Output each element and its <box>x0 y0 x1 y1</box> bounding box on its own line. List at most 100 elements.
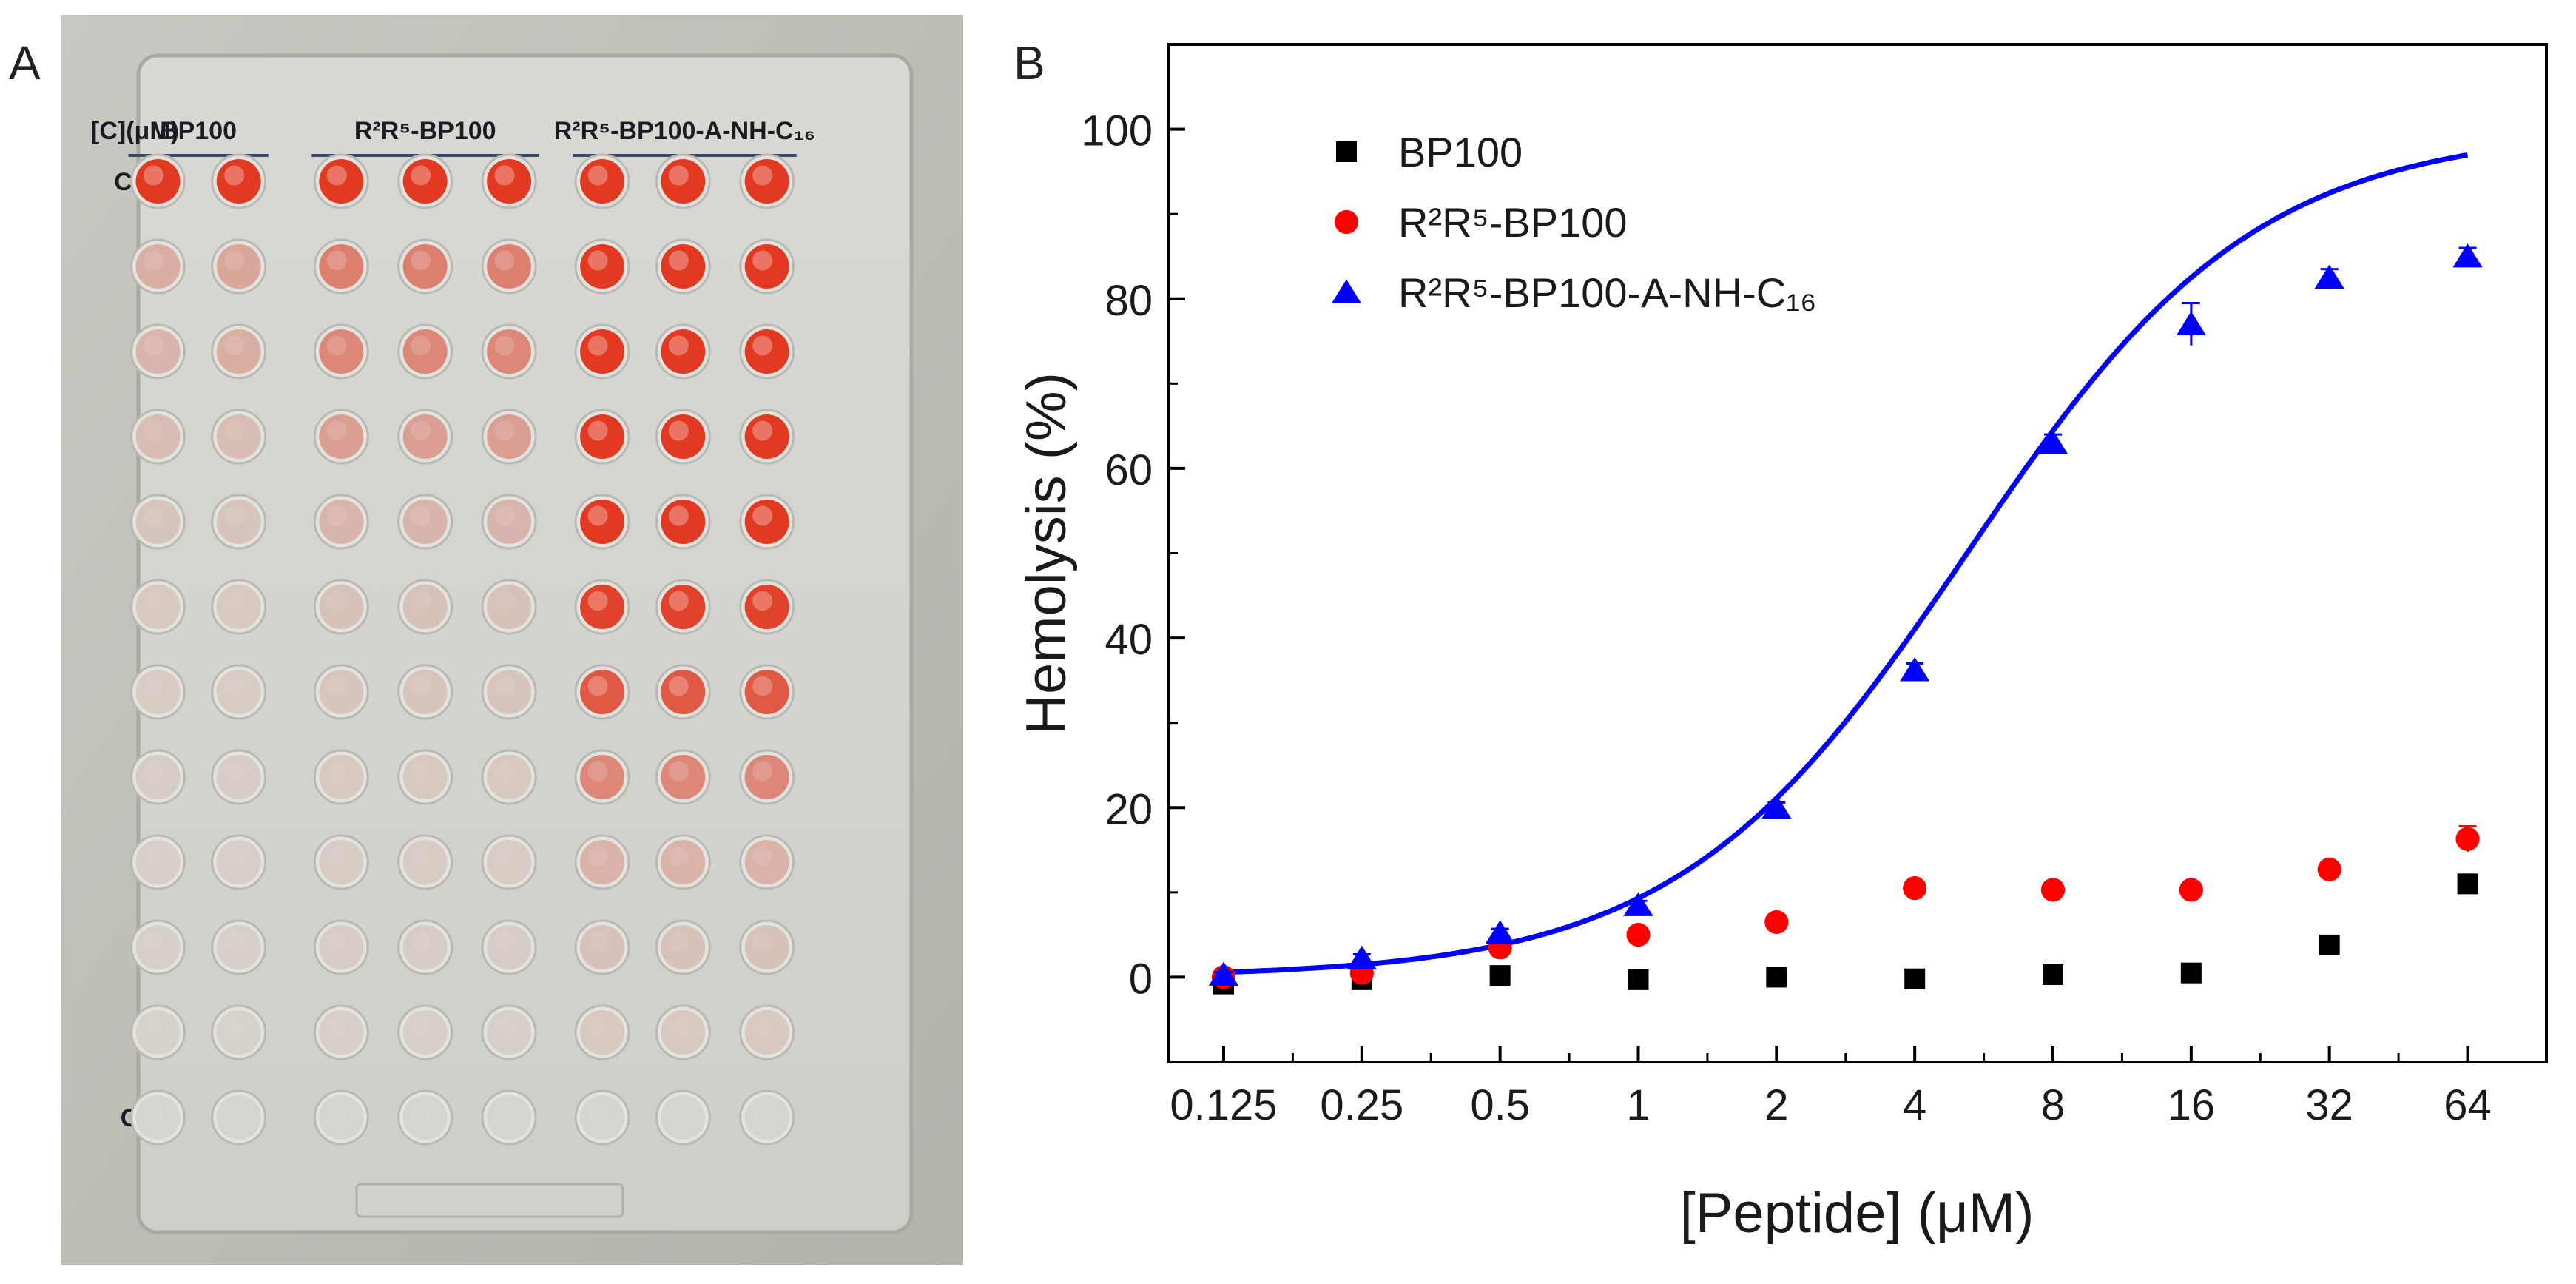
well-highlight <box>411 846 431 867</box>
well-highlight <box>411 165 431 186</box>
well <box>319 244 364 289</box>
well-highlight <box>494 1016 515 1037</box>
well <box>135 159 181 204</box>
well-highlight <box>494 846 515 867</box>
well-highlight <box>668 1101 689 1122</box>
well <box>661 329 706 374</box>
well-highlight <box>326 761 347 782</box>
well-highlight <box>144 931 163 952</box>
hemolysis-chart: 0 20 40 60 80 100 0.125 0.25 0.5 1 2 4 8 16 32 64 Hemo… <box>1015 43 2548 1245</box>
well-highlight <box>144 1101 163 1122</box>
well <box>319 585 364 629</box>
well-highlight <box>411 676 431 696</box>
panel-b-label: B <box>1014 36 1045 90</box>
well-highlight <box>224 931 245 952</box>
well-highlight <box>752 761 773 782</box>
well <box>487 670 532 714</box>
x-tick-label: 2 <box>1764 1081 1788 1129</box>
well-highlight <box>326 676 347 696</box>
well-highlight <box>144 505 163 526</box>
well <box>744 840 789 884</box>
x-tick-label: 1 <box>1626 1081 1650 1129</box>
well-highlight <box>752 335 773 356</box>
well <box>580 244 625 289</box>
well-highlight <box>668 591 689 611</box>
well <box>487 1095 532 1140</box>
well <box>580 755 625 799</box>
well <box>661 500 706 544</box>
well <box>402 925 448 969</box>
data-point <box>2176 311 2206 335</box>
well <box>661 244 706 289</box>
well <box>402 840 448 884</box>
well <box>135 840 181 884</box>
well <box>744 1095 789 1140</box>
well <box>135 670 181 714</box>
well <box>744 925 789 969</box>
well <box>744 670 789 714</box>
data-point <box>2043 964 2064 985</box>
well-highlight <box>668 250 689 271</box>
data-point <box>1623 892 1653 916</box>
group-label-0: BP100 <box>160 117 237 145</box>
data-point <box>1208 961 1239 986</box>
group-label-1: R²R⁵-BP100 <box>354 117 496 145</box>
well <box>487 414 532 459</box>
well <box>580 925 625 969</box>
well <box>661 670 706 714</box>
y-tick-label: 20 <box>1105 785 1153 833</box>
well <box>319 329 364 374</box>
plate-body <box>136 53 914 1234</box>
well-highlight <box>494 505 515 526</box>
legend-label-0: BP100 <box>1398 129 1523 175</box>
x-tick-label: 0.125 <box>1170 1081 1277 1129</box>
well <box>487 1010 532 1055</box>
well <box>661 159 706 204</box>
well <box>216 500 261 544</box>
well <box>744 500 789 544</box>
well <box>402 159 448 204</box>
well-highlight <box>144 250 163 271</box>
well-highlight <box>494 761 515 782</box>
well <box>744 1010 789 1055</box>
well-highlight <box>144 591 163 611</box>
well <box>135 755 181 799</box>
x-tick-label: 64 <box>2444 1081 2492 1129</box>
well-highlight <box>752 1016 773 1037</box>
well-highlight <box>494 165 515 186</box>
well-plate-photo: [C](μM) BP100 R²R⁵-BP100 R²R⁵-BP100-A-NH-C… <box>61 15 963 1265</box>
well <box>580 1010 625 1055</box>
well <box>216 670 261 714</box>
well-highlight <box>668 846 689 867</box>
well-highlight <box>752 505 773 526</box>
well-highlight <box>587 591 608 611</box>
well-highlight <box>144 165 163 186</box>
well <box>402 585 448 629</box>
well-highlight <box>494 591 515 611</box>
well-highlight <box>224 505 245 526</box>
well <box>135 1095 181 1140</box>
legend-marker-0 <box>1336 141 1357 162</box>
well-highlight <box>668 165 689 186</box>
well-highlight <box>494 1101 515 1122</box>
well <box>487 159 532 204</box>
well <box>216 840 261 884</box>
well-highlight <box>144 846 163 867</box>
well-highlight <box>411 1016 431 1037</box>
data-point <box>1485 920 1515 944</box>
well-highlight <box>752 165 773 186</box>
y-axis: 0 20 40 60 80 100 <box>1081 43 1185 1063</box>
data-point <box>1761 794 1792 819</box>
legend-label-1: R²R⁵-BP100 <box>1398 199 1628 246</box>
y-tick-label: 60 <box>1105 446 1153 494</box>
well-highlight <box>668 420 689 441</box>
well-highlight <box>224 761 245 782</box>
well-highlight <box>411 420 431 441</box>
well <box>402 1010 448 1055</box>
well-highlight <box>411 250 431 271</box>
data-point <box>1346 945 1377 970</box>
data-point <box>2455 827 2480 851</box>
well-highlight <box>494 420 515 441</box>
concentration-header: [C](μM) <box>91 117 179 145</box>
well <box>744 244 789 289</box>
